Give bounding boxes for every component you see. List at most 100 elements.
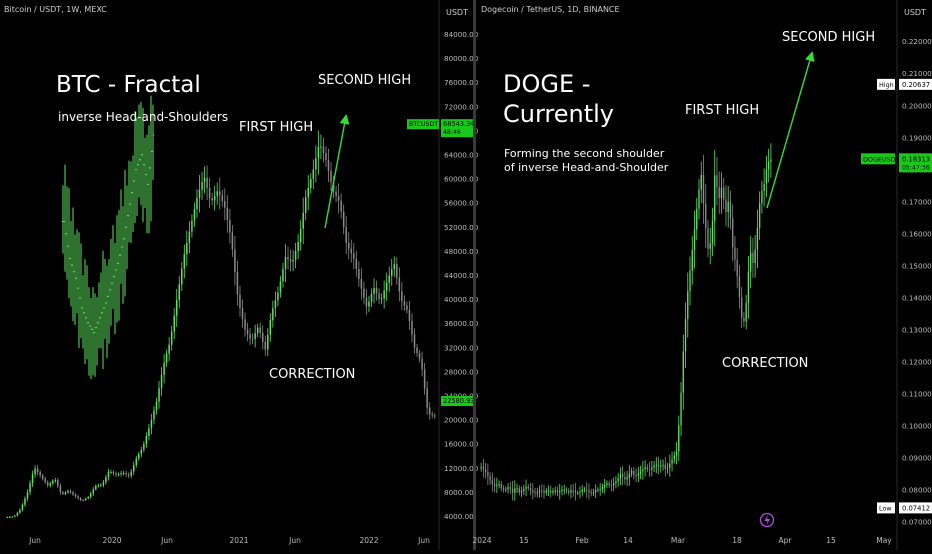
btc-candle xyxy=(130,471,132,476)
doge-candle xyxy=(612,483,615,486)
btc-panel: Bitcoin / USDT, 1W, MEXC USDT 84000.00 80… xyxy=(4,0,479,550)
doge-candle xyxy=(547,490,550,492)
btc-candle xyxy=(421,358,423,370)
btc-y-tick-label: 20000.00 xyxy=(444,416,479,425)
btc-candle xyxy=(396,264,398,278)
btc-candle xyxy=(138,454,140,459)
doge-candle xyxy=(561,489,563,492)
doge-candle xyxy=(493,483,496,486)
btc-candle xyxy=(77,496,79,499)
btc-candle xyxy=(365,297,368,307)
btc-candle xyxy=(229,220,231,233)
btc-candle xyxy=(272,308,274,321)
btc-candle xyxy=(383,290,385,299)
btc-candle xyxy=(406,305,408,310)
lightning-icon[interactable] xyxy=(759,512,775,528)
btc-x-axis: Jun 2020 Jun 2021 Jun 2022 Jun xyxy=(28,536,430,545)
doge-candle xyxy=(770,159,772,162)
doge-candle xyxy=(666,467,669,469)
btc-candle xyxy=(403,300,406,306)
doge-candle xyxy=(487,472,489,477)
btc-candle xyxy=(62,492,64,495)
btc-candle xyxy=(426,388,428,408)
btc-candle xyxy=(327,160,330,171)
doge-candle xyxy=(693,229,696,251)
doge-x-tick-label: 18 xyxy=(732,536,742,545)
doge-y-tick-label: 0.10000 xyxy=(902,422,932,431)
btc-candle xyxy=(158,388,160,402)
btc-candle xyxy=(112,471,115,474)
btc-candle xyxy=(259,327,261,333)
doge-countdown-label: 05:47:36 xyxy=(902,164,930,171)
doge-candle xyxy=(637,473,640,476)
doge-x-tick-label: Apr xyxy=(779,536,793,545)
btc-candle xyxy=(54,479,57,481)
btc-candle xyxy=(390,269,393,276)
doge-candle xyxy=(761,190,763,204)
btc-second-high-label: SECOND HIGH xyxy=(318,73,411,88)
doge-candle xyxy=(714,175,716,221)
doge-candle xyxy=(662,464,664,466)
btc-candle xyxy=(401,291,403,301)
btc-candle xyxy=(244,319,246,330)
btc-candle xyxy=(363,288,365,298)
btc-candle xyxy=(355,258,358,269)
btc-candle xyxy=(155,401,158,411)
btc-candle xyxy=(350,248,353,254)
doge-candle xyxy=(527,486,529,489)
doge-candle xyxy=(615,481,617,484)
doge-candle xyxy=(579,491,581,493)
doge-price-box xyxy=(899,502,932,514)
btc-candle xyxy=(256,327,259,334)
doge-symbol-tag xyxy=(877,78,895,90)
doge-candle xyxy=(749,252,752,272)
btc-candle xyxy=(325,153,327,161)
doge-candle xyxy=(554,490,556,492)
doge-candle xyxy=(536,492,538,494)
doge-symbol-label: High xyxy=(879,81,894,89)
doge-x-axis: 2024 15 Feb 14 Mar 18 Apr 15 May xyxy=(472,536,892,545)
btc-candle xyxy=(307,187,310,198)
doge-candle xyxy=(723,187,725,200)
btc-candle xyxy=(304,197,307,213)
btc-y-tick-label: 12000.00 xyxy=(444,464,479,473)
doge-currency-label: USDT xyxy=(904,8,926,17)
doge-candle xyxy=(682,351,684,393)
doge-candle xyxy=(754,249,756,264)
btc-y-tick-label: 52000.00 xyxy=(444,223,479,232)
btc-candle xyxy=(132,465,135,472)
btc-candle xyxy=(160,374,163,389)
btc-candle xyxy=(378,293,380,300)
btc-candle xyxy=(274,300,277,309)
btc-x-tick-label: 2021 xyxy=(229,536,248,545)
btc-candle xyxy=(317,146,320,159)
btc-y-tick-label: 80000.00 xyxy=(444,54,479,63)
btc-candle xyxy=(264,341,267,350)
btc-candle xyxy=(408,309,411,321)
btc-candle xyxy=(234,249,236,273)
btc-candle xyxy=(87,496,89,499)
btc-candle xyxy=(360,279,363,289)
doge-candle xyxy=(705,203,707,229)
btc-candle xyxy=(89,493,92,497)
doge-candle xyxy=(538,490,541,493)
doge-candle xyxy=(680,392,682,426)
btc-first-high-label: FIRST HIGH xyxy=(239,120,313,135)
btc-candle xyxy=(188,231,191,243)
doge-candle xyxy=(570,490,572,493)
btc-candle xyxy=(433,415,436,417)
btc-candle xyxy=(269,320,272,335)
btc-candle xyxy=(287,256,289,260)
doge-candle xyxy=(741,297,743,318)
btc-x-tick-label: Jun xyxy=(288,536,301,545)
btc-price-box xyxy=(441,396,474,407)
doge-y-tick-label: 0.22000 xyxy=(902,37,932,46)
doge-candle xyxy=(675,451,678,456)
btc-y-tick-label: 60000.00 xyxy=(444,175,479,184)
btc-candle xyxy=(135,458,138,466)
btc-candle xyxy=(246,329,249,335)
doge-y-tick-label: 0.08000 xyxy=(902,486,932,495)
btc-candle xyxy=(100,484,102,486)
